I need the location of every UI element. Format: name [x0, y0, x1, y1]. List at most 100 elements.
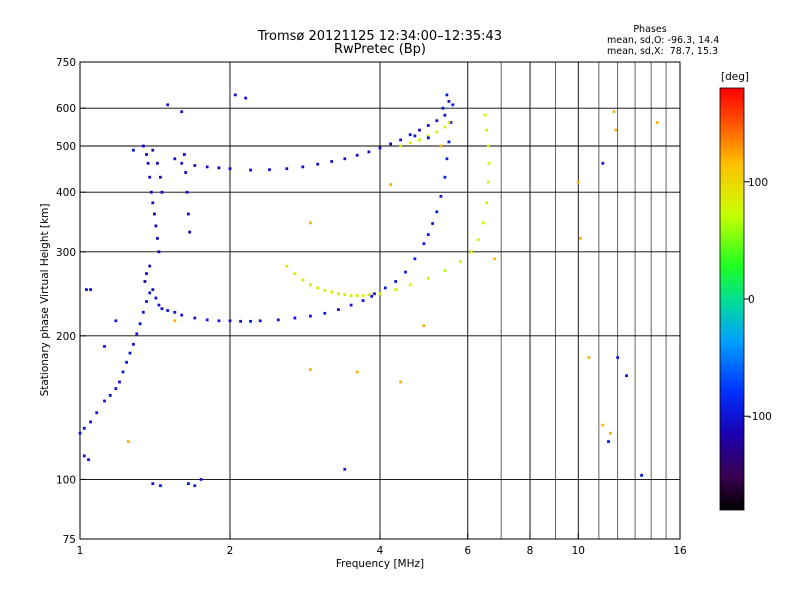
data-point: [160, 307, 164, 311]
data-point: [187, 212, 190, 216]
data-point: [166, 103, 170, 107]
data-point: [607, 440, 610, 443]
y-tick-label: 400: [56, 187, 76, 199]
data-point: [451, 103, 455, 107]
data-point: [337, 292, 340, 296]
data-point: [103, 399, 106, 403]
data-point: [145, 153, 148, 156]
data-point: [614, 128, 618, 132]
data-point: [601, 423, 605, 427]
data-point: [114, 387, 118, 390]
data-point: [157, 250, 161, 254]
data-point: [408, 133, 412, 137]
data-point: [205, 165, 209, 169]
x-tick-label: 2: [227, 545, 234, 557]
data-point: [587, 356, 591, 359]
y-tick-label: 750: [56, 57, 76, 69]
data-point: [188, 230, 192, 234]
data-point: [244, 96, 248, 100]
x-tick-label: 8: [527, 545, 534, 557]
data-point: [323, 289, 327, 292]
data-point: [378, 146, 382, 150]
y-tick-label: 100: [56, 474, 76, 486]
data-point: [579, 237, 582, 240]
data-point: [258, 319, 262, 323]
data-point: [309, 368, 312, 371]
data-point: [378, 292, 382, 296]
data-point: [355, 370, 359, 374]
data-point: [160, 190, 164, 194]
colorbar-tick-label: 0: [748, 294, 755, 306]
data-point: [193, 484, 197, 488]
data-point: [483, 113, 487, 117]
data-point: [148, 264, 152, 268]
data-point: [476, 238, 480, 242]
legend-x-stats: mean, sd,X: 78.7, 15.3: [607, 46, 718, 57]
data-point: [89, 288, 92, 291]
data-point: [343, 293, 347, 296]
data-point: [355, 294, 359, 297]
data-point: [89, 420, 92, 424]
data-point: [132, 148, 135, 152]
data-point: [309, 314, 312, 318]
data-point: [151, 482, 155, 485]
data-point: [159, 175, 162, 179]
data-point: [268, 168, 271, 172]
data-point: [249, 319, 252, 323]
colorbar-tick-label: -100: [748, 411, 772, 423]
colorbar: [deg] 100 0 -100: [719, 71, 772, 511]
data-point: [426, 233, 430, 236]
data-point: [180, 110, 184, 114]
data-point: [114, 319, 118, 323]
data-point: [87, 458, 90, 462]
data-point: [125, 360, 128, 364]
data-point: [309, 221, 312, 225]
data-point: [616, 356, 620, 359]
data-point: [389, 183, 392, 186]
data-point: [576, 180, 580, 184]
data-point: [153, 212, 156, 216]
data-point: [180, 161, 184, 165]
chart-subtitle: RwPretec (Bp): [334, 42, 426, 57]
data-point: [418, 138, 421, 142]
data-point: [431, 222, 434, 225]
colorbar-tick-label: 100: [748, 177, 768, 189]
data-point: [126, 440, 130, 443]
data-point: [205, 318, 209, 322]
legend-heading: Phases: [633, 24, 666, 35]
data-point: [370, 294, 374, 298]
data-point: [343, 157, 347, 161]
data-point: [399, 380, 402, 384]
x-tick-label: 1: [77, 545, 84, 557]
data-point: [157, 303, 161, 307]
data-point: [301, 278, 305, 282]
data-point: [154, 296, 158, 300]
data-point: [443, 125, 447, 129]
data-point: [367, 293, 371, 296]
data-point: [337, 308, 340, 311]
plot-area: 1 2 4 6 8 10 16 75 100 200 300 400 500 600 750: [56, 57, 687, 557]
data-point: [185, 190, 189, 194]
data-point: [349, 294, 353, 297]
chart-title: Tromsø 20121125 12:34:00–12:35:43: [257, 29, 502, 44]
data-point: [361, 299, 365, 302]
data-point: [330, 290, 334, 294]
data-point: [193, 164, 197, 167]
data-point: [447, 140, 451, 144]
data-point: [159, 484, 162, 488]
colorbar-gradient: [719, 87, 745, 511]
data-point: [316, 162, 320, 166]
data-point: [173, 319, 177, 323]
data-point: [625, 374, 628, 378]
data-point: [173, 157, 177, 161]
y-tick-label: 75: [63, 534, 76, 546]
y-tick-label: 500: [56, 141, 76, 153]
data-point: [655, 121, 659, 124]
data-point: [141, 144, 145, 148]
data-point: [399, 144, 402, 148]
data-point: [145, 272, 148, 275]
data-point: [180, 313, 184, 317]
data-points: [78, 93, 659, 488]
data-point: [276, 318, 280, 322]
data-point: [199, 478, 203, 481]
